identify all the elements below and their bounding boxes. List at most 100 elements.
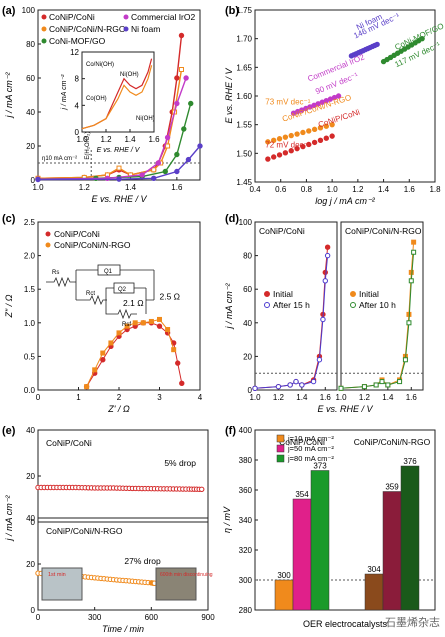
panel-c-ytick-label: 1.0	[24, 319, 36, 328]
panel-c-series-marker	[124, 323, 130, 329]
panel-c-legend-marker	[45, 231, 51, 237]
panel-a-series-marker	[174, 151, 180, 158]
panel-f-legend-label: j=80 mA cm⁻²	[287, 454, 334, 463]
panel-b-series-marker	[374, 41, 380, 48]
panel-f-legend-marker	[276, 444, 285, 453]
panel-d-series-marker	[379, 379, 385, 385]
panel-a-inset-frame	[81, 51, 155, 133]
panel-a-xtick-label: 1.0	[32, 183, 44, 192]
panel-a-xlabel: E vs. RHE / V	[91, 194, 147, 204]
panel-c-xtick-label: 2	[117, 393, 122, 402]
panel-b-xtick-label: 1.2	[352, 185, 364, 194]
panel-d-legend-marker	[264, 302, 270, 308]
panel-d-legend-label: Initial	[359, 289, 379, 299]
panel-d-legend-label: Initial	[273, 289, 293, 299]
panel-d-series-line	[254, 255, 329, 389]
panel-f-data-label: 354	[295, 490, 309, 499]
panel-label-a: (a)	[2, 5, 16, 17]
panel-a-ytick-label: 80	[26, 40, 35, 49]
panel-d-ytick-label: 40	[243, 319, 252, 328]
panel-b-ytick-label: 1.55	[236, 121, 252, 130]
panel-a-ytick-label: 20	[26, 142, 35, 151]
panel-d-series-marker	[361, 384, 367, 390]
panel-b-xtick-label: 0.4	[249, 185, 261, 194]
panel-a-legend-label: CoNiP/CoNi/N-RGO	[49, 24, 126, 34]
panel-c-legend-label: CoNiP/CoNi/N-RGO	[54, 240, 131, 250]
panel-a-legend-marker	[123, 14, 129, 20]
panel-e-annotation: 27% drop	[124, 556, 161, 566]
panel-b-series-marker	[419, 35, 425, 42]
panel-c-annotation: 2.5 Ω	[160, 291, 181, 301]
panel-c: 0 1 2 3 4 0.0 0.5 1.0 1.5 2.0 2.5 Z' / Ω Z" / Ω CoNiP…	[4, 218, 203, 414]
panel-a-series-marker	[116, 176, 122, 182]
panel-c-series-marker	[116, 330, 122, 336]
panel-f-xlabel: OER electrocatalysts	[303, 619, 388, 629]
panel-f-category-label: CoNiP/CoNi/N-RGO	[354, 437, 431, 447]
panel-a-reference-label: η10 mA cm⁻²	[42, 156, 77, 162]
panel-a-legend-marker	[123, 26, 129, 32]
panel-a-ytick-label: 60	[26, 74, 35, 83]
panel-f-ytick-label: 340	[239, 516, 253, 525]
panel-a-legend-label: Ni foam	[131, 24, 160, 34]
panel-b-series-marker	[276, 136, 283, 142]
panel-c-xtick-label: 3	[157, 393, 162, 402]
panel-a-xtick-label: 1.4	[125, 183, 137, 192]
panel-d-series-marker	[324, 244, 331, 250]
panel-b-series-marker	[329, 121, 335, 128]
panel-c-ylabel: Z" / Ω	[4, 294, 14, 318]
panel-b-ytick-label: 1.70	[236, 35, 252, 44]
panel-d-ytick-label: 20	[243, 352, 252, 361]
panel-d-xtick-label: 1.4	[296, 393, 308, 402]
panel-b-series-marker	[323, 135, 329, 141]
panel-b-series-marker	[329, 133, 335, 139]
panel-d-legend-marker	[264, 291, 270, 297]
panel-d-xtick-label: 1.2	[359, 393, 371, 402]
panel-d-frame	[254, 221, 338, 391]
panel-c-ytick-label: 1.5	[24, 285, 36, 294]
panel-c-series-marker	[100, 357, 106, 363]
panel-b-ytick-label: 1.60	[236, 92, 252, 101]
panel-d-series-marker	[402, 357, 408, 363]
panel-b-series-marker	[294, 131, 300, 137]
panel-a-inset-xtick-label: 1.6	[148, 135, 160, 144]
panel-c-series-line	[86, 318, 175, 387]
panel-b-series-marker	[271, 137, 277, 144]
panel-c-ytick-label: 2.0	[24, 252, 36, 261]
panel-d-series-marker	[411, 239, 417, 245]
panel-a-xtick-label: 1.6	[171, 183, 183, 192]
panel-a-series-marker	[181, 126, 187, 132]
panel-e-subplot-title: CoNiP/CoNi	[46, 438, 92, 448]
panel-f-bar	[364, 573, 384, 611]
panel-a-legend-label: CoNiP/CoNi	[49, 12, 95, 22]
panel-b-series-marker	[311, 139, 318, 146]
panel-c-xlabel: Z' / Ω	[107, 404, 130, 414]
panel-d-series-marker	[252, 385, 258, 392]
panel-b-ytick-label: 1.75	[236, 6, 252, 15]
panel-f-legend-marker	[276, 454, 285, 463]
panel-d-ytick-label: 80	[243, 252, 252, 261]
panel-label-e: (e)	[2, 425, 16, 437]
panel-b-ylabel: E vs. RHE / V	[224, 68, 234, 124]
panel-b-series-marker	[311, 126, 318, 133]
panel-a-series-marker	[162, 168, 168, 175]
panel-a-series-marker	[188, 100, 194, 107]
panel-f-ylabel: η / mV	[222, 506, 232, 533]
panel-d-xtick-label: 1.6	[320, 393, 332, 402]
panel-c-legend-marker	[45, 242, 51, 248]
panel-e-ytick-label: 40	[26, 426, 35, 435]
panel-f-data-label: 373	[313, 462, 327, 471]
panel-a-legend-marker	[41, 38, 47, 44]
panel-d-legend-label: After 10 h	[359, 300, 396, 310]
panel-a-series-marker	[35, 176, 41, 183]
panel-b-xtick-label: 1.0	[327, 185, 339, 194]
panel-d-xtick-label: 1.0	[249, 393, 261, 402]
panel-a-inset-xtick-label: 1.4	[124, 135, 136, 144]
panel-e-xtick-label: 300	[88, 613, 102, 622]
panel-label-b: (b)	[225, 5, 239, 17]
panel-a-inset-xtick-label: 1.0	[76, 135, 88, 144]
panel-b-series-marker	[306, 128, 312, 134]
panel-d-series-marker	[316, 357, 323, 363]
panel-c-series-marker	[100, 350, 106, 356]
